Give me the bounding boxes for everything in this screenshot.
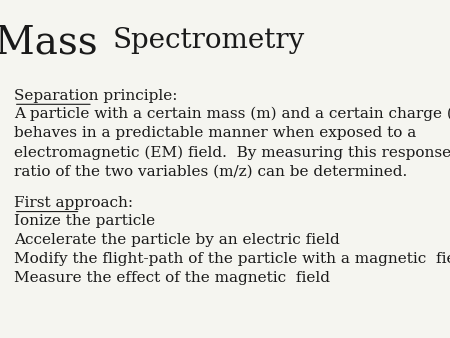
- Text: Separation principle:: Separation principle:: [14, 89, 177, 102]
- Text: Spectrometry: Spectrometry: [113, 26, 305, 53]
- Text: Ionize the particle
Accelerate the particle by an electric field
Modify the flig: Ionize the particle Accelerate the parti…: [14, 214, 450, 285]
- Text: Mass: Mass: [0, 25, 110, 62]
- Text: First approach:: First approach:: [14, 196, 133, 210]
- Text: A particle with a certain mass (m) and a certain charge (z)
behaves in a predict: A particle with a certain mass (m) and a…: [14, 107, 450, 179]
